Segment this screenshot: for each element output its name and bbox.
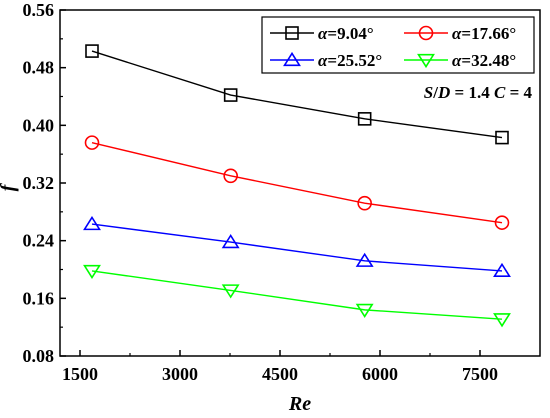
series-layer [83,44,511,328]
x-tick-label: 3000 [162,364,198,384]
y-tick-label: 0.40 [23,115,55,135]
x-tick-label: 7500 [462,364,498,384]
condition-annotation: S/D = 1.4 C = 4 [424,83,533,102]
legend-label: α=32.48° [452,51,516,70]
data-point-circle [357,195,372,211]
data-point-square [285,26,299,40]
data-point-square [495,130,509,145]
y-tick-label: 0.32 [23,173,55,193]
data-point-triangle-down [221,284,240,299]
y-axis-title: f [0,182,19,191]
series-line [91,141,503,224]
y-tick-label: 0.16 [23,288,55,308]
series-group [85,44,509,145]
legend-label: α=17.66° [452,24,516,43]
data-point-triangle-down [355,303,374,318]
y-axis: 0.08 0.16 0.24 0.32 0.40 0.48 0.56 [23,0,66,366]
series-group [83,215,511,278]
legend-box [261,16,535,74]
series-line [91,223,503,272]
x-tick-label: 4500 [262,364,298,384]
data-point-square [357,112,372,126]
y-tick-label: 0.48 [23,58,55,78]
data-point-triangle-up [221,234,240,249]
legend: α=9.04° α=17.66° α=25.52° α=32.48° [261,16,535,74]
legend-item: α=25.52° [270,51,382,70]
data-point-triangle-down [493,313,511,328]
data-point-triangle-down [83,264,101,280]
series-line [91,50,503,139]
data-point-circle [223,168,238,184]
legend-item: α=17.66° [404,24,516,43]
data-point-triangle-up [493,262,511,278]
legend-item: α=32.48° [404,51,516,70]
data-point-square [85,44,99,58]
data-point-circle [418,25,434,41]
series-group [84,135,510,230]
data-point-triangle-down [417,53,435,69]
x-axis-title: Re [288,393,311,415]
data-point-circle [494,215,510,230]
data-point-circle [84,135,100,150]
y-tick-label: 0.08 [23,346,55,366]
legend-label: α=9.04° [318,24,374,43]
y-tick-label: 0.24 [23,231,55,251]
legend-item: α=9.04° [270,24,374,43]
data-point-triangle-up [355,252,374,267]
series-line [91,270,503,320]
series-group [83,264,511,328]
legend-label: α=25.52° [318,51,382,70]
x-tick-label: 6000 [362,364,398,384]
x-tick-label: 1500 [62,364,98,384]
y-tick-label: 0.56 [23,0,55,20]
data-point-triangle-up [283,51,301,67]
data-point-triangle-up [83,215,101,231]
x-axis: 1500 3000 4500 6000 7500 [62,350,498,384]
data-point-square [223,88,238,102]
